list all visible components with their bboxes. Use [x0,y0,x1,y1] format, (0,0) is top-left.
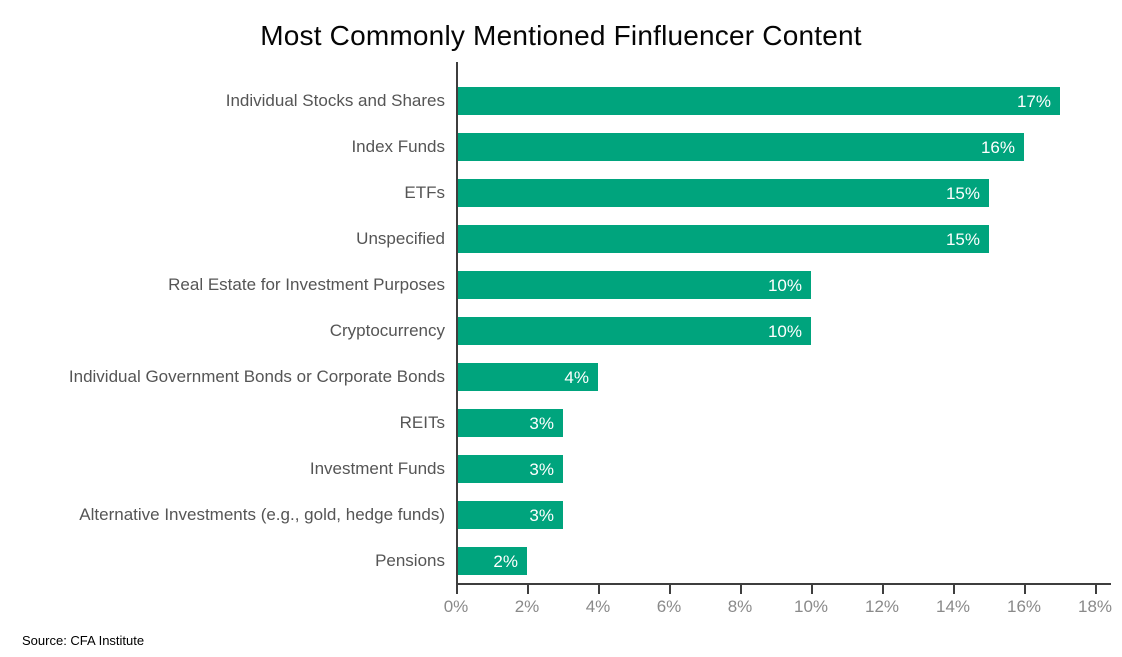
category-label: Unspecified [356,229,445,248]
bar-track: 10% [456,271,1112,299]
x-tick-mark [811,585,813,594]
x-tick-label: 6% [656,597,682,616]
bar-track: 17% [456,87,1112,115]
x-tick-label: 12% [864,597,900,616]
chart-title: Most Commonly Mentioned Finfluencer Cont… [260,20,862,51]
bar: 17% [456,87,1060,115]
x-tick-mark [953,585,955,594]
bar-track: 16% [456,133,1112,161]
bar: 15% [456,225,989,253]
bar: 10% [456,317,811,345]
bar-track: 3% [456,455,1112,483]
chart-row: Individual Government Bonds or Corporate… [0,354,1112,400]
category-label: Cryptocurrency [329,321,445,340]
bar: 16% [456,133,1024,161]
category-label: Alternative Investments (e.g., gold, hed… [79,505,445,524]
x-tick-mark [882,585,884,594]
chart-row: REITs 3% [0,400,1112,446]
value-label: 16% [980,137,1015,157]
bar: 3% [456,455,563,483]
category-label: REITs [399,413,445,432]
x-tick-mark [456,585,458,594]
category-label: Real Estate for Investment Purposes [168,275,445,294]
chart-row: Alternative Investments (e.g., gold, hed… [0,492,1112,538]
bar: 3% [456,409,563,437]
value-label: 4% [564,367,589,387]
category-label: Index Funds [351,137,445,156]
x-tick-mark [527,585,529,594]
x-tick-label: 18% [1077,597,1113,616]
category-label: Investment Funds [309,459,445,478]
bar-track: 15% [456,179,1112,207]
value-label: 15% [945,229,980,249]
value-label: 3% [529,413,554,433]
chart-row: ETFs 15% [0,170,1112,216]
x-tick-label: 14% [935,597,971,616]
chart-row: Index Funds 16% [0,124,1112,170]
bar-track: 3% [456,501,1112,529]
chart-row: Cryptocurrency 10% [0,308,1112,354]
bar-track: 3% [456,409,1112,437]
x-tick-mark [1095,585,1097,594]
bar-rows: Individual Stocks and Shares 17% Index Fun… [0,78,1112,584]
value-label: 10% [767,321,802,341]
x-tick-label: 0% [443,597,469,616]
x-tick-mark [740,585,742,594]
x-tick-mark [669,585,671,594]
category-label: Individual Government Bonds or Corporate… [68,367,445,386]
x-tick-label: 10% [793,597,829,616]
chart-row: Investment Funds 3% [0,446,1112,492]
value-label: 10% [767,275,802,295]
value-label: 15% [945,183,980,203]
category-label: ETFs [404,183,445,202]
chart-row: Individual Stocks and Shares 17% [0,78,1112,124]
value-label: 17% [1016,91,1051,111]
x-tick-mark [598,585,600,594]
bar: 3% [456,501,563,529]
bar-track: 2% [456,547,1112,575]
value-label: 3% [529,505,554,525]
chart-row: Unspecified 15% [0,216,1112,262]
bar: 15% [456,179,989,207]
bar-track: 10% [456,317,1112,345]
x-tick-label: 4% [585,597,611,616]
bar: 2% [456,547,527,575]
x-tick-label: 8% [727,597,753,616]
chart-row: Pensions 2% [0,538,1112,584]
category-label: Individual Stocks and Shares [225,91,445,110]
bar-track: 4% [456,363,1112,391]
category-label: Pensions [375,551,445,570]
chart-row: Real Estate for Investment Purposes 10% [0,262,1112,308]
bar-track: 15% [456,225,1112,253]
value-label: 2% [493,551,518,571]
value-label: 3% [529,459,554,479]
x-tick-label: 16% [1006,597,1042,616]
source-note: Source: CFA Institute [22,633,145,648]
x-tick-label: 2% [514,597,540,616]
bar: 10% [456,271,811,299]
bar: 4% [456,363,598,391]
x-tick-mark [1024,585,1026,594]
